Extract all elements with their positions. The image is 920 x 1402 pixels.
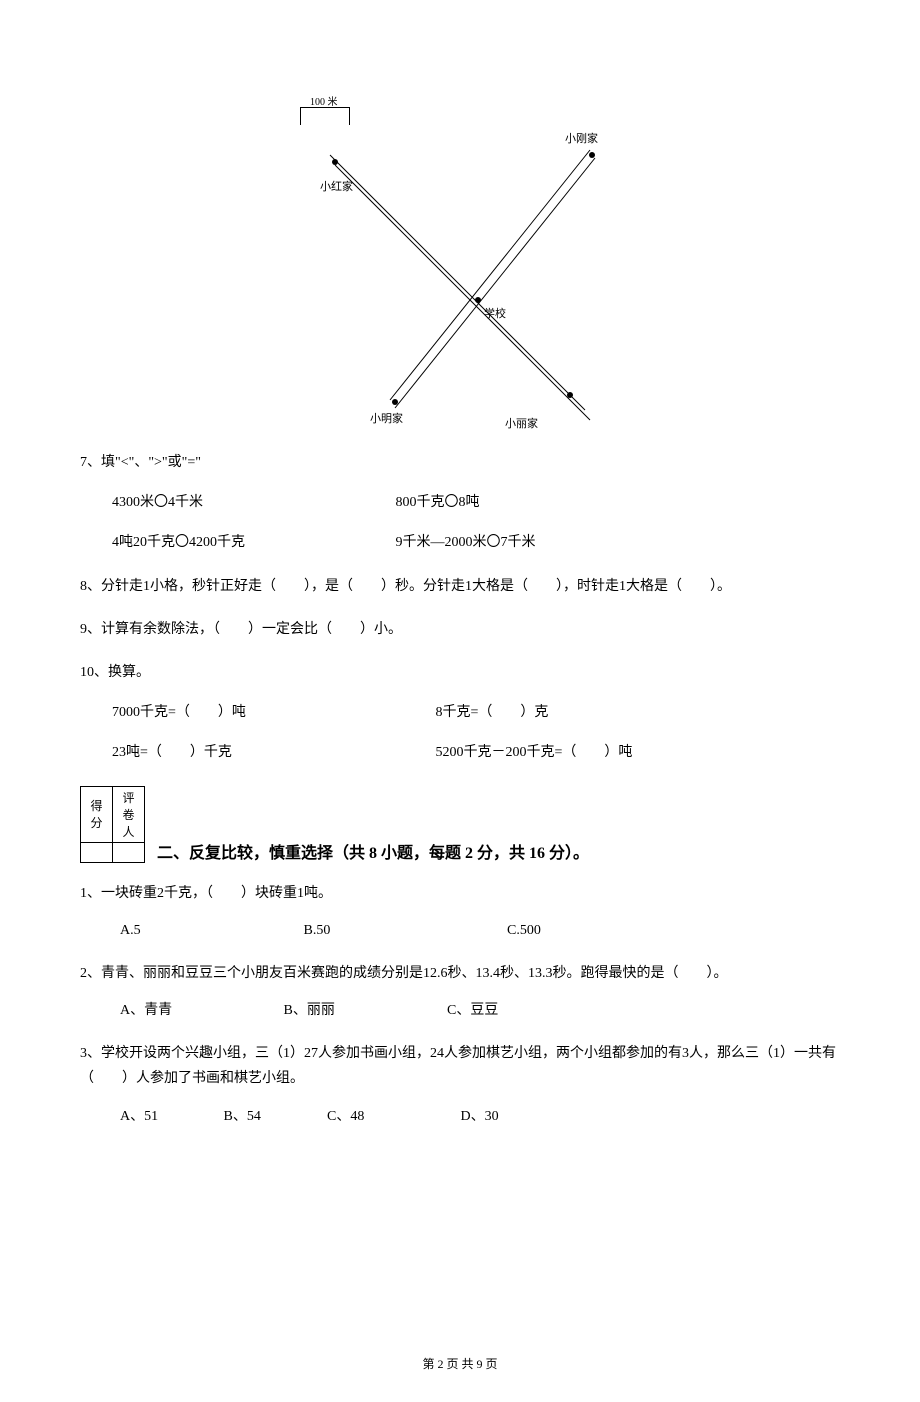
q10-prompt: 10、换算。 — [80, 660, 840, 685]
score-table: 得分 评卷人 — [80, 786, 145, 863]
score-cell-1 — [81, 842, 113, 862]
question-7: 7、填"<"、">"或"=" 4300米〇4千米 800千克〇8吨 4吨20千克… — [80, 450, 840, 556]
s2q1-optB: B.50 — [304, 918, 504, 943]
q7-row1a: 4300米〇4千米 — [112, 490, 392, 515]
label-xiaogang: 小刚家 — [565, 130, 598, 146]
score-header-2: 评卷人 — [113, 786, 145, 842]
scale-label: 100 米 — [310, 93, 338, 108]
s2q3-optB: B、54 — [224, 1104, 324, 1129]
s2q2-optA: A、青青 — [120, 998, 280, 1023]
question-8: 8、分针走1小格，秒针正好走（ ），是（ ）秒。分针走1大格是（ ），时针走1大… — [80, 574, 840, 599]
scale-bracket — [300, 107, 350, 125]
road-diagram: 100 米 小刚家 小红家 学校 小明家 小丽家 — [260, 100, 660, 430]
s2q1-optA: A.5 — [120, 918, 300, 943]
section-2-title: 二、反复比较，慎重选择（共 8 小题，每题 2 分，共 16 分）。 — [157, 839, 589, 863]
s2q3-optA: A、51 — [120, 1104, 220, 1129]
label-xiaoming: 小明家 — [370, 410, 403, 426]
q7-row2a: 4吨20千克〇4200千克 — [112, 530, 392, 555]
label-xiaohong: 小红家 — [320, 178, 353, 194]
q10-row2a: 23吨=（ ）千克 — [112, 740, 432, 765]
label-xiaoli: 小丽家 — [505, 415, 538, 431]
score-header-1: 得分 — [81, 786, 113, 842]
s2q1-optC: C.500 — [507, 918, 647, 943]
page-footer: 第 2 页 共 9 页 — [0, 1355, 920, 1372]
s2q3-optD: D、30 — [461, 1104, 561, 1129]
q10-row1b: 8千克=（ ）克 — [436, 705, 549, 720]
section-2-header: 得分 评卷人 二、反复比较，慎重选择（共 8 小题，每题 2 分，共 16 分）… — [80, 786, 840, 863]
q7-prompt: 7、填"<"、">"或"=" — [80, 450, 840, 475]
s2q3-text: 3、学校开设两个兴趣小组，三（1）27人参加书画小组，24人参加棋艺小组，两个小… — [80, 1041, 840, 1091]
s2q3-optC: C、48 — [327, 1104, 457, 1129]
score-cell-2 — [113, 842, 145, 862]
q10-row2b: 5200千克－200千克=（ ）吨 — [436, 745, 633, 760]
q7-row1b: 800千克〇8吨 — [396, 495, 480, 510]
s2-question-1: 1、一块砖重2千克，（ ）块砖重1吨。 A.5 B.50 C.500 — [80, 881, 840, 943]
question-9: 9、计算有余数除法，（ ）一定会比（ ）小。 — [80, 617, 840, 642]
q7-row2b: 9千米—2000米〇7千米 — [396, 535, 536, 550]
s2-question-2: 2、青青、丽丽和豆豆三个小朋友百米赛跑的成绩分别是12.6秒、13.4秒、13.… — [80, 961, 840, 1023]
diagram-svg — [260, 100, 660, 430]
question-10: 10、换算。 7000千克=（ ）吨 8千克=（ ）克 23吨=（ ）千克 52… — [80, 660, 840, 766]
q10-row1a: 7000千克=（ ）吨 — [112, 700, 432, 725]
s2q2-optC: C、豆豆 — [447, 998, 587, 1023]
scale-indicator: 100 米 — [300, 105, 350, 125]
s2q2-optB: B、丽丽 — [284, 998, 444, 1023]
s2-question-3: 3、学校开设两个兴趣小组，三（1）27人参加书画小组，24人参加棋艺小组，两个小… — [80, 1041, 840, 1129]
s2q2-text: 2、青青、丽丽和豆豆三个小朋友百米赛跑的成绩分别是12.6秒、13.4秒、13.… — [80, 961, 840, 986]
label-xuexiao: 学校 — [484, 305, 506, 321]
s2q1-text: 1、一块砖重2千克，（ ）块砖重1吨。 — [80, 881, 840, 906]
